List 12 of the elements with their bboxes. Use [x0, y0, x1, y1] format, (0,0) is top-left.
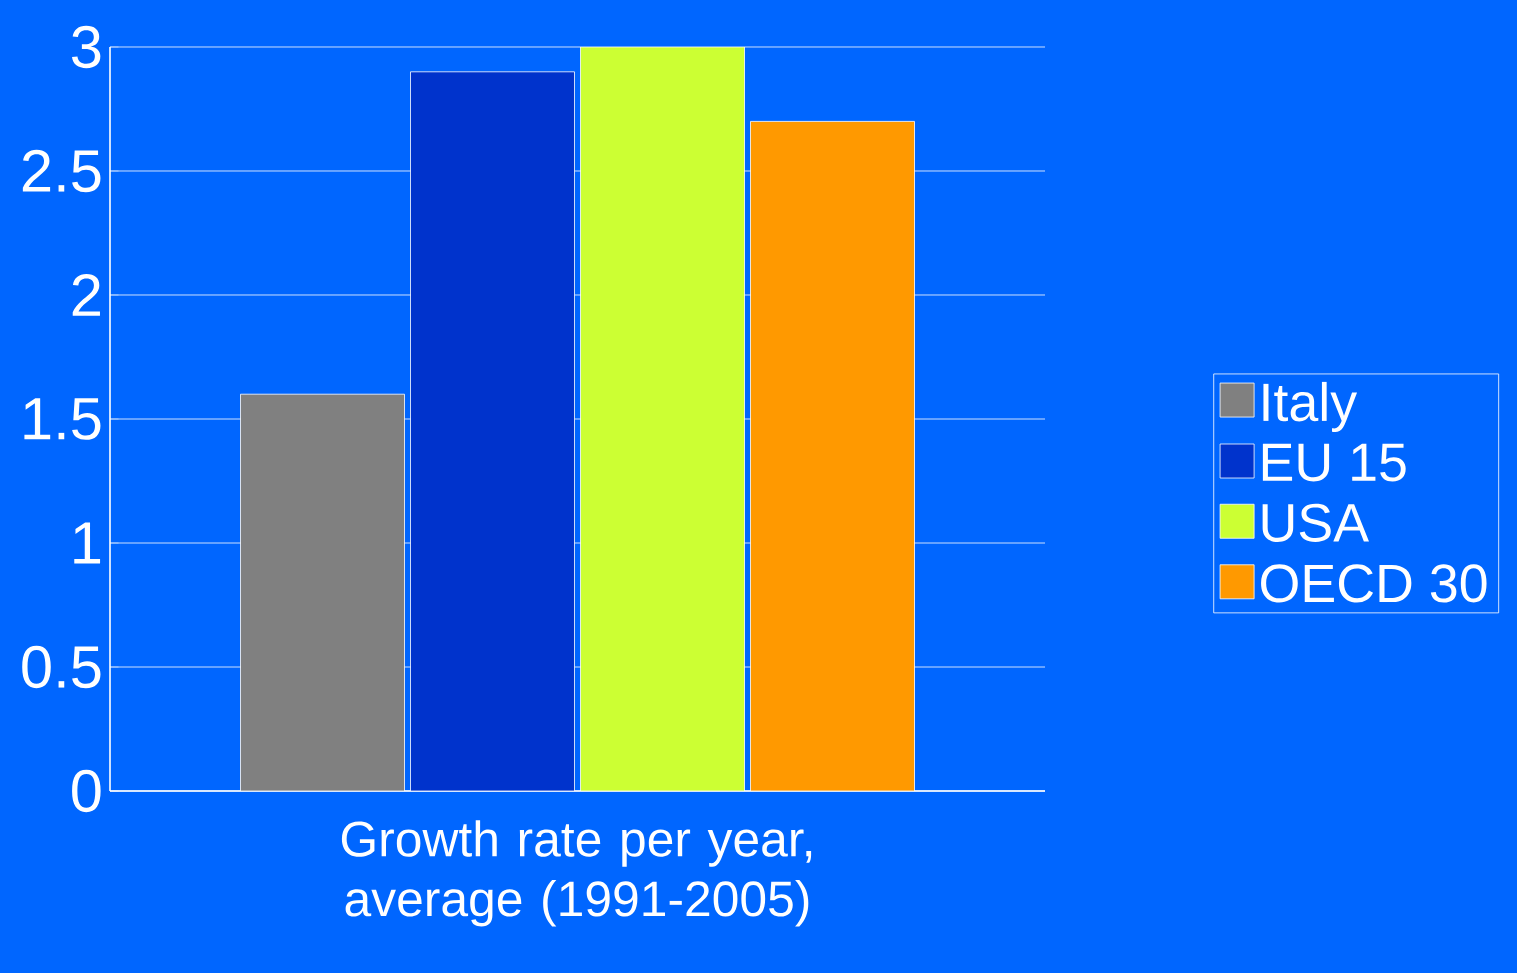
x-axis-title: Growth rate per year, average (1991-2005): [341, 820, 812, 927]
y-tick-label: 0: [72, 769, 101, 813]
y-tick-label: 0.5: [22, 645, 101, 689]
y-tick-label: 2: [72, 274, 100, 316]
legend-label: EU 15: [1262, 443, 1406, 482]
legend-label: OECD 30: [1261, 564, 1487, 603]
legend-label: USA: [1262, 503, 1369, 542]
y-tick-label: 3: [72, 25, 101, 69]
legend-label: Italy: [1263, 381, 1358, 433]
y-tick-label: 2.5: [22, 149, 101, 193]
y-tick-label: 1.5: [24, 398, 101, 440]
y-tick-label: 1: [74, 522, 101, 564]
